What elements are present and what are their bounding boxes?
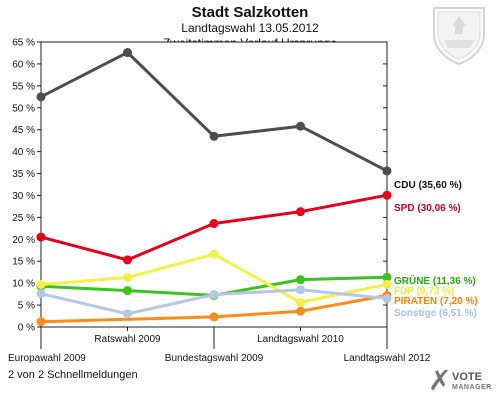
x-tick-label: Ratswahl 2009 bbox=[94, 334, 161, 345]
x-tick-label: Europawahl 2009 bbox=[8, 353, 86, 364]
y-tick-label: 0 % bbox=[18, 323, 35, 334]
data-point-sonstige bbox=[123, 309, 132, 319]
data-point-fdp bbox=[296, 297, 305, 307]
y-tick-label: 10 % bbox=[12, 279, 35, 290]
y-tick-label: 35 % bbox=[12, 169, 35, 180]
series-label-piraten: PIRATEN (7,20 %) bbox=[394, 296, 478, 307]
x-tick-label: Bundestagswahl 2009 bbox=[165, 353, 264, 364]
series-label-spd: SPD (30,06 %) bbox=[394, 203, 461, 214]
data-point-fdp bbox=[209, 249, 219, 259]
data-point-spd bbox=[382, 190, 392, 200]
series-layer bbox=[36, 48, 392, 327]
logo-subtext: MANAGER bbox=[452, 384, 492, 391]
data-point-spd bbox=[123, 255, 132, 265]
y-tick-label: 20 % bbox=[12, 235, 35, 246]
x-tick-label: Landtagswahl 2012 bbox=[344, 353, 431, 364]
data-point-gr-ne bbox=[382, 272, 392, 282]
chart-subtitle: Landtagswahl 13.05.2012 bbox=[181, 21, 319, 35]
y-tick-label: 50 % bbox=[12, 103, 35, 114]
data-point-gr-ne bbox=[296, 275, 305, 285]
data-point-cdu bbox=[382, 166, 392, 176]
data-point-spd bbox=[296, 207, 305, 217]
x-tick-label: Landtagswahl 2010 bbox=[257, 334, 344, 345]
data-point-sonstige bbox=[382, 293, 392, 303]
y-axis: 0 % 5 % 10 % 15 % 20 % 25 % 30 % 35 % 40 % 45 % 50… bbox=[12, 38, 387, 334]
vote-manager-logo: ✗ VOTE MANAGER bbox=[428, 366, 500, 398]
series-labels: CDU (35,60 %) SPD (30,06 %) GRÜNE (11,36 %… bbox=[394, 180, 478, 319]
x-axis: Europawahl 2009 Ratswahl 2009 Bundestagswa… bbox=[8, 327, 431, 364]
data-point-fdp bbox=[123, 272, 132, 282]
series-label-sonstige: Sonstige (6,51 %) bbox=[394, 308, 477, 319]
check-cross-icon: ✗ bbox=[428, 365, 452, 396]
y-tick-label: 30 % bbox=[12, 191, 35, 202]
data-point-cdu bbox=[36, 92, 46, 102]
data-point-sonstige bbox=[296, 285, 305, 295]
data-point-spd bbox=[36, 232, 46, 242]
y-tick-label: 15 % bbox=[12, 257, 35, 268]
data-point-fdp bbox=[36, 279, 46, 289]
logo-text: VOTE bbox=[452, 371, 482, 383]
y-tick-label: 65 % bbox=[12, 38, 35, 49]
y-tick-label: 5 % bbox=[18, 301, 35, 312]
y-tick-label: 55 % bbox=[12, 81, 35, 92]
chart-title: Stadt Salzkotten bbox=[191, 4, 309, 21]
y-tick-label: 40 % bbox=[12, 147, 35, 158]
data-point-cdu bbox=[296, 121, 305, 131]
data-point-cdu bbox=[209, 131, 219, 141]
series-label-fdp: FDP (9,73 %) bbox=[394, 286, 454, 297]
data-point-spd bbox=[209, 219, 219, 229]
series-label-cdu: CDU (35,60 %) bbox=[394, 180, 462, 191]
plot-area bbox=[40, 41, 388, 328]
coat-of-arms-icon bbox=[433, 7, 485, 66]
y-tick-label: 25 % bbox=[12, 213, 35, 224]
data-point-cdu bbox=[123, 48, 132, 58]
y-tick-label: 60 % bbox=[12, 59, 35, 70]
y-tick-label: 45 % bbox=[12, 125, 35, 136]
data-point-sonstige bbox=[209, 290, 219, 300]
footer-note: 2 von 2 Schnellmeldungen bbox=[8, 369, 138, 381]
data-point-fdp bbox=[382, 279, 392, 289]
data-point-gr-ne bbox=[123, 286, 132, 296]
series-line-piraten bbox=[40, 293, 388, 324]
data-point-piraten bbox=[36, 317, 46, 327]
data-point-piraten bbox=[296, 306, 305, 316]
series-label-gr-ne: GRÜNE (11,36 %) bbox=[394, 274, 476, 287]
data-point-piraten bbox=[209, 312, 219, 322]
data-point-sonstige bbox=[36, 289, 46, 299]
